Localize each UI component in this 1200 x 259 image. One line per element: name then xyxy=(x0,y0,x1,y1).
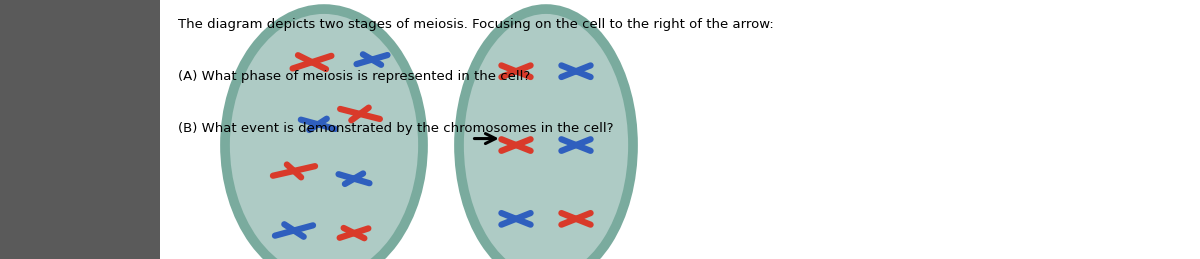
Ellipse shape xyxy=(226,9,424,259)
Text: (A) What phase of meiosis is represented in the cell?: (A) What phase of meiosis is represented… xyxy=(178,70,530,83)
Ellipse shape xyxy=(458,9,634,259)
Text: (B) What event is demonstrated by the chromosomes in the cell?: (B) What event is demonstrated by the ch… xyxy=(178,122,613,135)
Text: The diagram depicts two stages of meiosis. Focusing on the cell to the right of : The diagram depicts two stages of meiosi… xyxy=(178,18,773,31)
